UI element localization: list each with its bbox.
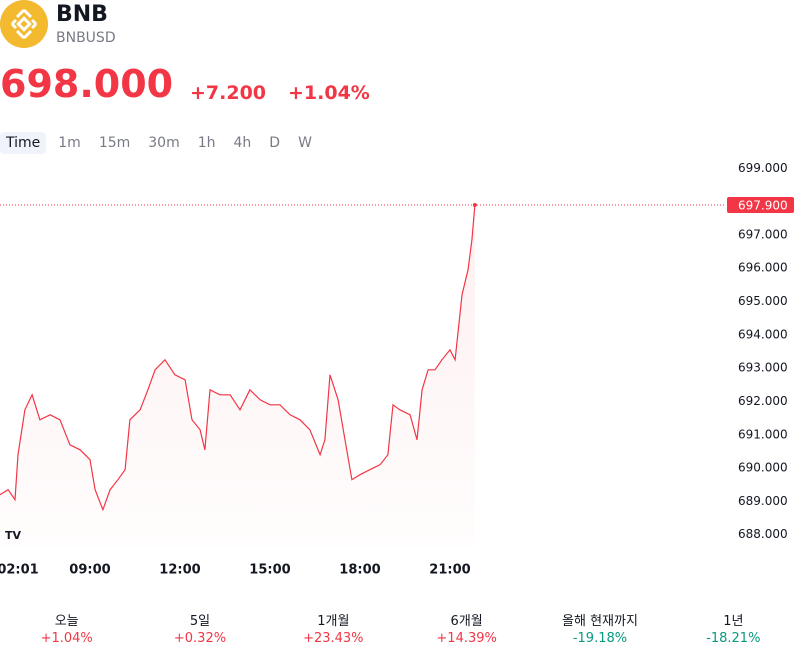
last-price-tag (727, 196, 794, 213)
x-tick-label: 18:00 (339, 563, 380, 578)
logo (0, 0, 48, 48)
y-tick-label: 694.000 (738, 327, 788, 341)
interval-tab[interactable]: D (269, 135, 281, 151)
performance: 오늘 +1.04% 5일 +0.32% 1개월 +23.43% 6개월 +14.39% 올해 현… (0, 610, 800, 646)
performance-item[interactable]: 1개월 +23.43% (267, 610, 400, 646)
interval-tab[interactable]: 4h (233, 135, 252, 151)
interval-tab[interactable]: 1h (197, 135, 216, 151)
price-area (0, 205, 475, 548)
period-change: -18.21% (706, 631, 761, 646)
performance-item[interactable]: 1년 -18.21% (667, 610, 800, 646)
period-change: +1.04% (40, 631, 93, 646)
performance-item[interactable]: 오늘 +1.04% (0, 610, 133, 646)
period-label: 1개월 (317, 614, 350, 629)
interval-tabs: Time 1m 15m 30m 1h 4h D W (0, 132, 318, 154)
y-tick-label: 691.000 (738, 427, 788, 441)
period-change: -19.18% (572, 631, 628, 646)
y-tick-label: 696.000 (738, 261, 788, 275)
period-label: 5일 (189, 614, 211, 629)
y-tick-label: 697.000 (738, 227, 788, 241)
y-tick-label: 688.000 (738, 527, 788, 541)
performance-item[interactable]: 5일 +0.32% (133, 610, 266, 646)
change: +7.200 (190, 82, 267, 104)
x-tick-label: 12:00 (159, 563, 200, 578)
interval-tab[interactable]: 1m (58, 135, 81, 151)
change-percent: +1.04% (288, 82, 370, 104)
y-tick-label: 693.000 (738, 361, 788, 375)
y-tick-label: 689.000 (738, 494, 788, 508)
x-start-label: 02:01 (0, 563, 39, 578)
performance-item[interactable]: 6개월 +14.39% (400, 610, 533, 646)
period-change: +0.32% (173, 631, 227, 646)
x-tick-label: 15:00 (249, 563, 290, 578)
period-change: +14.39% (436, 631, 497, 646)
x-tick-label: 21:00 (429, 563, 470, 578)
y-tick-label: 692.000 (738, 394, 788, 408)
period-label: 오늘 (54, 614, 79, 629)
period-label: 올해 현재까지 (562, 614, 638, 629)
y-tick-label: 699.000 (738, 161, 788, 175)
price: 698.000 (0, 62, 174, 106)
chart: TV 688.000689.000690.000691.000692.00069… (0, 161, 794, 578)
ticker: BNBUSD (56, 30, 116, 46)
interval-tab[interactable]: Time (0, 132, 47, 154)
period-change: +23.43% (303, 631, 364, 646)
y-tick-label: 690.000 (738, 461, 788, 475)
x-tick-label: 09:00 (69, 563, 110, 578)
interval-tab[interactable]: 30m (148, 135, 180, 151)
y-tick-label: 695.000 (738, 294, 788, 308)
interval-tab[interactable]: 15m (98, 135, 131, 151)
last-price-label: 697.900 (738, 198, 788, 212)
performance-item[interactable]: 올해 현재까지 -19.18% (533, 610, 666, 646)
period-label: 6개월 (450, 614, 483, 629)
interval-tab[interactable]: W (298, 135, 312, 151)
period-label: 1년 (723, 614, 744, 629)
price-line (0, 204, 476, 512)
symbol: BNB (56, 2, 108, 27)
